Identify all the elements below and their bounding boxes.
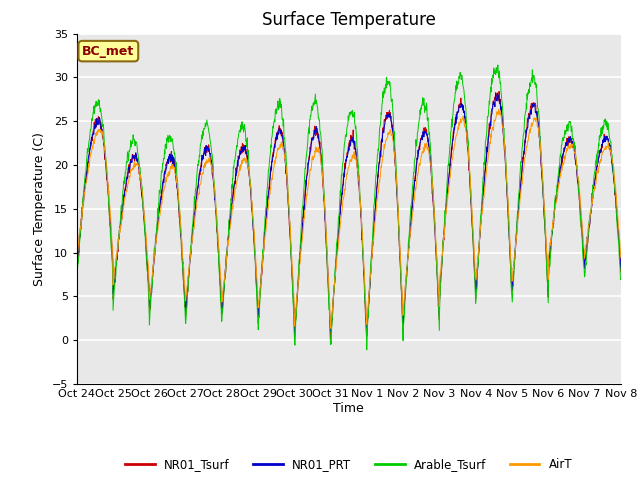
AirT — [617, 254, 625, 260]
NR01_PRT — [73, 266, 81, 272]
NR01_PRT — [434, 275, 442, 280]
Y-axis label: Surface Temperature (C): Surface Temperature (C) — [33, 132, 46, 286]
Arable_Tsurf — [194, 161, 202, 167]
Arable_Tsurf — [494, 62, 502, 68]
NR01_PRT — [553, 191, 561, 196]
NR01_PRT — [617, 265, 625, 271]
NR01_Tsurf — [434, 277, 442, 283]
NR01_Tsurf — [180, 295, 188, 300]
NR01_Tsurf — [255, 313, 262, 319]
NR01_PRT — [493, 90, 501, 96]
Arable_Tsurf — [553, 184, 561, 190]
Line: NR01_PRT: NR01_PRT — [77, 93, 621, 336]
Line: AirT: AirT — [77, 109, 621, 328]
NR01_Tsurf — [505, 226, 513, 232]
Arable_Tsurf — [505, 226, 513, 231]
NR01_PRT — [255, 306, 262, 312]
Arable_Tsurf — [434, 281, 442, 287]
NR01_Tsurf — [495, 89, 503, 95]
NR01_PRT — [291, 333, 298, 338]
NR01_Tsurf — [553, 192, 561, 197]
AirT — [180, 279, 188, 285]
NR01_Tsurf — [194, 185, 202, 191]
Arable_Tsurf — [617, 277, 625, 283]
NR01_PRT — [180, 290, 188, 296]
Text: BC_met: BC_met — [82, 45, 134, 58]
AirT — [505, 214, 513, 219]
NR01_Tsurf — [617, 269, 625, 275]
NR01_PRT — [505, 223, 513, 228]
Line: Arable_Tsurf: Arable_Tsurf — [77, 65, 621, 350]
AirT — [255, 300, 262, 306]
NR01_Tsurf — [326, 336, 334, 342]
Arable_Tsurf — [180, 299, 188, 305]
Title: Surface Temperature: Surface Temperature — [262, 11, 436, 29]
Arable_Tsurf — [255, 316, 262, 322]
AirT — [434, 266, 442, 272]
Arable_Tsurf — [363, 347, 371, 353]
Arable_Tsurf — [73, 273, 81, 278]
AirT — [553, 195, 561, 201]
AirT — [194, 196, 202, 202]
AirT — [495, 107, 502, 112]
AirT — [73, 256, 81, 262]
Line: NR01_Tsurf: NR01_Tsurf — [77, 92, 621, 339]
AirT — [327, 325, 335, 331]
NR01_PRT — [194, 185, 202, 191]
X-axis label: Time: Time — [333, 402, 364, 415]
Legend: NR01_Tsurf, NR01_PRT, Arable_Tsurf, AirT: NR01_Tsurf, NR01_PRT, Arable_Tsurf, AirT — [120, 454, 577, 476]
NR01_Tsurf — [73, 270, 81, 276]
